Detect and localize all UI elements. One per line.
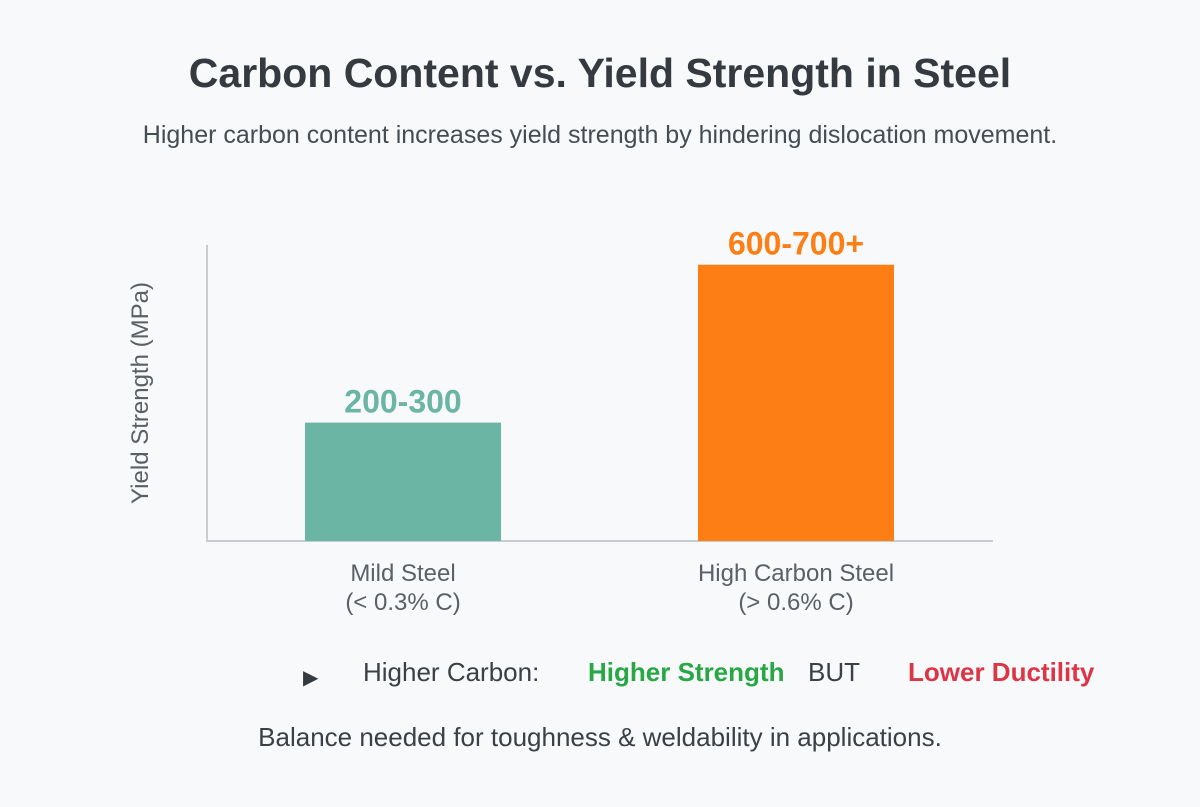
lower-ductility-label: Lower Ductility — [908, 657, 1095, 687]
x-tick-label-0: Mild Steel — [350, 560, 455, 587]
x-tick-sublabel-0: (< 0.3% C) — [345, 589, 460, 616]
bars-group: 200-300 Mild Steel(< 0.3% C) 600-700+ High … — [305, 226, 894, 616]
but-label: BUT — [808, 657, 860, 687]
bar-0 — [305, 422, 501, 541]
bar-value-label-1: 600-700+ — [728, 226, 864, 262]
x-tick-label-1: High Carbon Steel — [698, 560, 894, 587]
bar-1 — [698, 264, 894, 541]
chart-subtitle: Higher carbon content increases yield st… — [142, 121, 1058, 149]
higher-strength-label: Higher Strength — [588, 657, 785, 687]
bar-value-label-0: 200-300 — [344, 384, 461, 420]
y-axis-label: Yield Strength (MPa) — [127, 282, 154, 504]
play-arrow-icon: ▶ — [303, 667, 319, 689]
footnote-row: ▶ Higher Carbon: Higher Strength BUT Low… — [0, 657, 1200, 693]
x-tick-sublabel-1: (> 0.6% C) — [738, 589, 853, 616]
footnote-prefix: Higher Carbon: — [363, 657, 540, 687]
conclusion-text: Balance needed for toughness & weldabili… — [258, 722, 942, 752]
chart-title: Carbon Content vs. Yield Strength in Ste… — [188, 50, 1012, 96]
